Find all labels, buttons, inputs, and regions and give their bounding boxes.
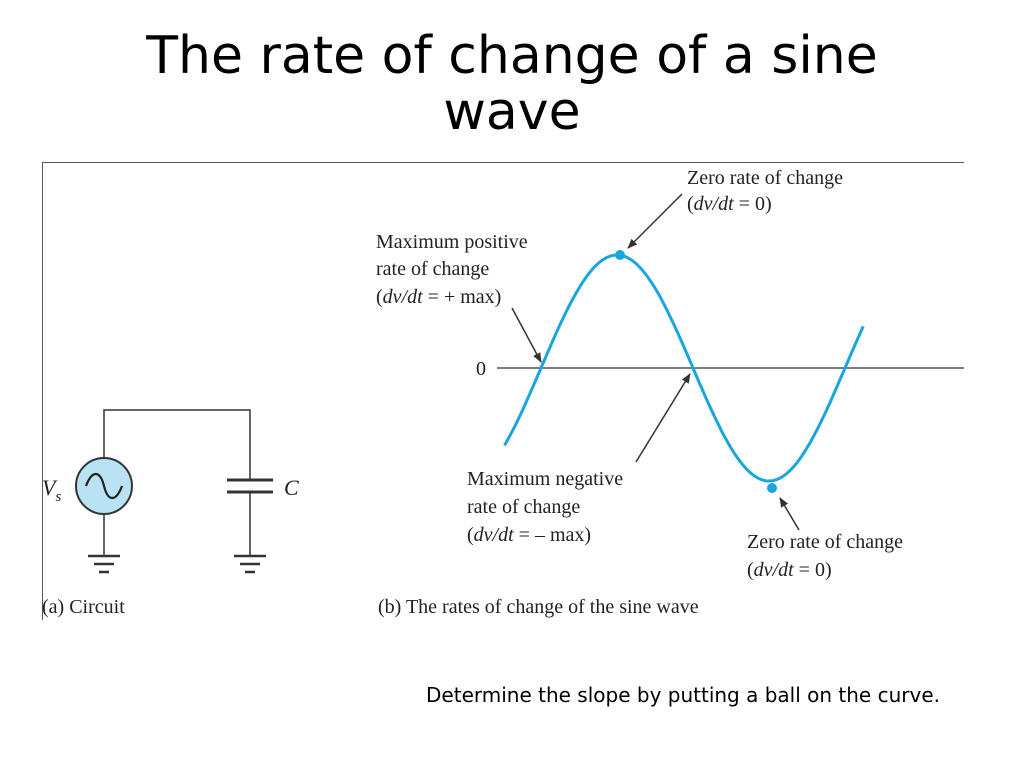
ground-icon-capacitor <box>234 554 266 574</box>
arrow-max-positive <box>511 307 542 363</box>
capacitor-label: C <box>284 475 299 500</box>
peak-point <box>615 250 625 260</box>
figure-panel: Vs C (a) Circuit 0 Zero rate of change (… <box>42 162 964 620</box>
trough-point <box>767 483 777 493</box>
zero-axis-label: 0 <box>476 358 486 380</box>
ac-source-icon <box>75 457 133 515</box>
slide-title: The rate of change of a sine wave <box>60 28 964 140</box>
annotation-max-positive-line2: rate of change <box>376 258 489 280</box>
annotation-max-positive: Maximum positive rate of change (dv/dt =… <box>376 231 533 308</box>
annotation-zero-bottom: Zero rate of change (dv/dt = 0) <box>747 531 908 581</box>
annotation-max-negative: Maximum negative rate of change (dv/dt =… <box>467 468 628 546</box>
slide-title-line1: The rate of change of a sine <box>146 26 878 86</box>
annotation-max-negative-line1: Maximum negative <box>467 468 623 490</box>
slide-title-line2: wave <box>443 82 581 142</box>
annotation-max-positive-line1: Maximum positive <box>376 231 528 253</box>
circuit-diagram <box>103 409 273 556</box>
annotation-max-positive-line3: (dv/dt = + max) <box>376 286 501 308</box>
ground-icon-source <box>88 554 120 574</box>
annotation-zero-top: Zero rate of change (dv/dt = 0) <box>687 167 848 215</box>
annotation-zero-bottom-line1: Zero rate of change <box>747 531 903 553</box>
circuit-top-wire <box>103 409 251 480</box>
sine-wave <box>503 253 865 483</box>
arrow-zero-top <box>627 193 683 249</box>
waveform-caption: (b) The rates of change of the sine wave <box>378 596 699 618</box>
arrow-zero-bottom <box>779 497 800 531</box>
source-subscript: s <box>55 489 61 505</box>
circuit-caption: (a) Circuit <box>42 596 125 618</box>
source-label: Vs <box>42 475 61 505</box>
annotation-max-negative-line2: rate of change <box>467 496 580 518</box>
annotation-max-negative-line3: (dv/dt = – max) <box>467 524 591 546</box>
annotation-zero-top-line1: Zero rate of change <box>687 167 843 189</box>
annotation-zero-top-line2: (dv/dt = 0) <box>687 193 772 215</box>
sine-symbol <box>84 472 124 500</box>
arrow-max-negative <box>635 373 691 463</box>
figure-svg: Vs C (a) Circuit 0 Zero rate of change (… <box>42 162 964 620</box>
slide-note: Determine the slope by putting a ball on… <box>426 683 940 707</box>
annotation-zero-bottom-line2: (dv/dt = 0) <box>747 559 832 581</box>
